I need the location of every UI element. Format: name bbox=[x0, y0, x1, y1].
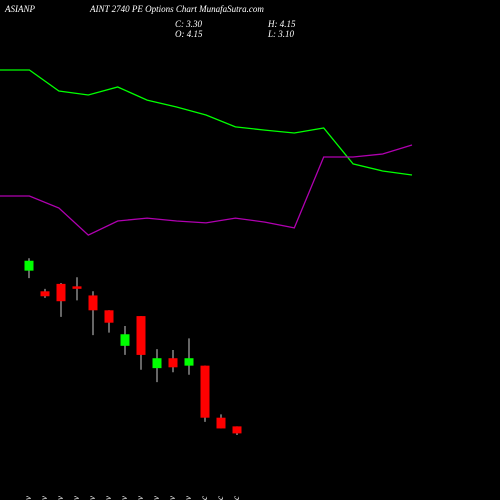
candle-body bbox=[40, 291, 50, 297]
summary-open: O: 4.15 bbox=[175, 29, 203, 39]
candle-body bbox=[24, 260, 34, 271]
x-tick-label: 19 Nov bbox=[55, 496, 65, 500]
x-tick-label: 20 Nov bbox=[71, 496, 81, 500]
candle-body bbox=[184, 358, 194, 366]
overlay-line bbox=[0, 69, 413, 176]
x-tick-label: 22 Nov bbox=[103, 496, 113, 500]
overlay-line bbox=[0, 144, 413, 236]
candle-body bbox=[104, 310, 114, 323]
x-tick-label: 27 Nov bbox=[151, 496, 161, 500]
candle-body bbox=[56, 283, 66, 302]
candle-body bbox=[152, 358, 162, 369]
x-tick-label: 29 Nov bbox=[183, 496, 193, 500]
x-tick-label: 28 Nov bbox=[167, 496, 177, 500]
x-tick-label: 25 Nov bbox=[119, 496, 129, 500]
summary-close: C: 3.30 bbox=[175, 19, 203, 29]
x-tick-label: 03 Dec bbox=[215, 496, 225, 500]
x-tick-label: 04 Dec bbox=[231, 496, 241, 500]
x-tick-label: 21 Nov bbox=[87, 496, 97, 500]
candle-body bbox=[88, 295, 98, 311]
x-tick-label: 02 Dec bbox=[199, 496, 209, 500]
candle-body bbox=[120, 334, 130, 346]
candle-body bbox=[232, 426, 242, 434]
candle-body bbox=[136, 316, 146, 355]
chart-title: ASIANP bbox=[4, 4, 35, 14]
x-tick-label: 26 Nov bbox=[135, 496, 145, 500]
candle-body bbox=[168, 358, 178, 368]
summary-high: H: 4.15 bbox=[267, 19, 296, 29]
candle-body bbox=[72, 286, 82, 289]
chart-subtitle: AINT 2740 PE Options Chart MunafaSutra.c… bbox=[89, 4, 264, 14]
candle-body bbox=[216, 417, 226, 429]
candle-body bbox=[200, 365, 210, 418]
x-tick-label: 17 Nov bbox=[23, 496, 33, 500]
summary-low: L: 3.10 bbox=[267, 29, 295, 39]
x-tick-label: 18 Nov bbox=[39, 496, 49, 500]
